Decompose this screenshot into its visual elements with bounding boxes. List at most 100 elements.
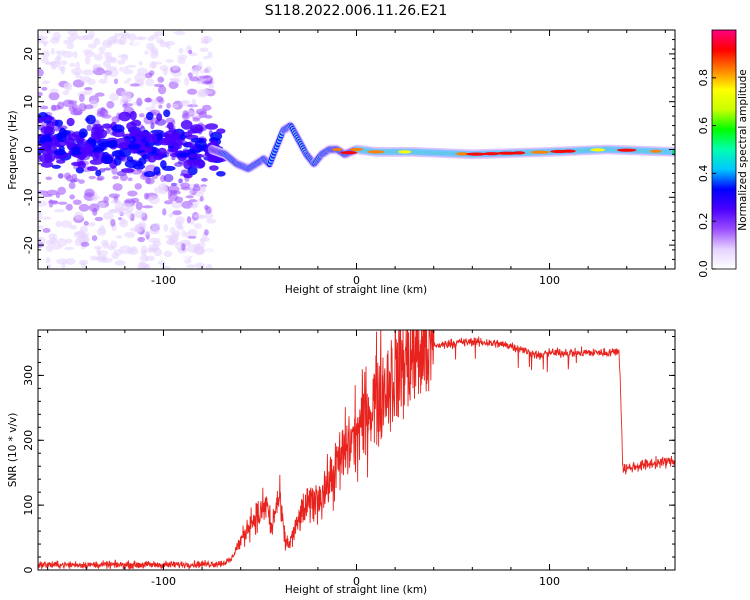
spectrogram-noise-blob (45, 61, 51, 65)
spectrogram-noise-blob (110, 240, 118, 249)
spectrogram-noise-blob (83, 49, 93, 55)
spectrogram-noise-blob (57, 186, 67, 196)
spectrogram-noise-blob (42, 227, 51, 233)
spectrogram-ytick-label: -20 (22, 236, 35, 254)
spectrogram-band-blob (153, 166, 161, 176)
spectrogram-noise-blob (189, 204, 198, 209)
spectrogram-noise-blob (191, 98, 197, 107)
spectrogram-noise-blob (157, 85, 167, 95)
spectrogram-noise-blob (84, 87, 93, 91)
spectrogram-noise-blob (144, 177, 155, 185)
spectrogram-hotspot (466, 152, 487, 156)
spectrogram-noise-blob (194, 246, 206, 256)
spectrogram-noise-blob (144, 50, 149, 55)
spectrogram-noise-blob (66, 43, 75, 50)
spectrogram-noise-blob (166, 43, 171, 50)
spectrogram-noise-blob (202, 55, 209, 60)
spectrogram-noise-blob (78, 103, 87, 112)
spectrogram-noise-blob (129, 83, 140, 87)
spectrogram-band-blob (42, 141, 56, 147)
spectrogram-noise-blob (199, 70, 207, 74)
spectrogram-band-blob (129, 110, 137, 121)
snr-ylabel: SNR (10 * v/v) (7, 413, 19, 488)
spectrogram-band-blob (54, 119, 63, 127)
spectrogram-noise-blob (106, 100, 115, 109)
spectrogram-noise-blob (170, 33, 178, 38)
spectrogram-noise-blob (144, 97, 153, 103)
spectrogram-noise-blob (186, 88, 198, 95)
spectrogram-hotspot (367, 150, 385, 154)
spectrogram-noise-blob (123, 231, 136, 238)
spectrogram-noise-blob (80, 241, 90, 247)
spectrogram-noise-blob (78, 93, 85, 103)
spectrogram-band-blob (111, 150, 124, 158)
spectrogram-noise-blob (88, 175, 96, 180)
spectrogram-noise-blob (193, 223, 202, 229)
spectrogram-noise-blob (138, 113, 145, 118)
spectrogram-noise-blob (99, 225, 106, 234)
spectrogram-noise-blob (38, 91, 43, 97)
spectrogram-noise-blob (65, 203, 73, 211)
spectrogram-band-blob (95, 169, 102, 177)
snr-ytick-label: 100 (22, 495, 35, 516)
spectrogram-noise-blob (57, 201, 68, 205)
spectrogram-hotspot (332, 147, 343, 152)
spectrogram-noise-blob (38, 236, 46, 245)
spectrogram-noise-blob (57, 173, 64, 179)
spectrogram-noise-blob (48, 200, 59, 204)
spectrogram-noise-blob (177, 159, 184, 165)
spectrogram-noise-blob (87, 222, 96, 227)
spectrogram-noise-blob (55, 220, 62, 228)
spectrogram-noise-blob (200, 40, 209, 44)
spectrogram-noise-blob (208, 84, 215, 89)
spectrogram-band-blob (145, 111, 154, 121)
spectrogram-band-blob (90, 138, 97, 147)
spectrogram-noise-blob (150, 49, 159, 59)
spectrogram-noise-blob (40, 57, 49, 63)
spectrogram-noise-blob (148, 195, 160, 205)
spectrogram-noise-blob (112, 183, 123, 191)
spectrogram-noise-blob (135, 201, 143, 211)
spectrogram-noise-blob (179, 36, 185, 43)
spectrogram-noise-blob (173, 230, 181, 237)
spectrogram-band-blob (116, 137, 131, 145)
spectrogram-noise-blob (78, 203, 90, 212)
snr-xtick-label: -100 (151, 575, 176, 588)
spectrogram-noise-blob (49, 88, 59, 94)
spectrogram-band-blob (101, 155, 114, 165)
spectrogram-xlabel: Height of straight line (km) (285, 284, 427, 296)
spectrogram-band-blob (91, 126, 98, 136)
spectrogram-noise-blob (200, 237, 206, 244)
spectrogram-noise-blob (107, 68, 119, 77)
spectrogram-noise-blob (126, 64, 137, 68)
spectrogram-noise-blob (129, 247, 139, 256)
spectrogram-hotspot (340, 151, 358, 155)
spectrogram-band-blob (209, 165, 219, 171)
spectrogram-band-blob (113, 156, 122, 166)
spectrogram-noise-blob (202, 80, 213, 85)
spectrogram-noise-blob (45, 176, 53, 181)
spectrogram-noise-blob (158, 183, 168, 190)
spectrogram-band-blob (71, 161, 84, 167)
spectrogram-noise-blob (56, 258, 68, 265)
spectrogram-noise-blob (121, 54, 129, 61)
colorbar-tick-label: 0.2 (697, 212, 710, 230)
spectrogram-band-blob (130, 119, 142, 127)
spectrogram-noise-blob (140, 266, 147, 269)
spectrogram-noise-blob (69, 194, 76, 200)
spectrogram-band-blob (216, 128, 226, 134)
spectrogram-hotspot (590, 148, 606, 152)
spectrogram-noise-blob (181, 255, 191, 261)
spectrogram-noise-blob (52, 31, 61, 41)
spectrogram-noise-blob (119, 67, 124, 72)
spectrogram-noise-blob (119, 173, 128, 182)
spectrogram-noise-blob (187, 72, 193, 78)
spectrogram-noise-blob (134, 73, 146, 83)
spectrogram-noise-blob (51, 104, 62, 111)
spectrogram-noise-blob (112, 175, 120, 180)
spectrogram-noise-blob (194, 64, 200, 73)
spectrogram-noise-blob (204, 204, 209, 211)
spectrogram-band-blob (135, 131, 150, 137)
figure-title: S118.2022.006.11.26.E21 (265, 3, 448, 19)
spectrogram-hotspot (455, 152, 470, 156)
